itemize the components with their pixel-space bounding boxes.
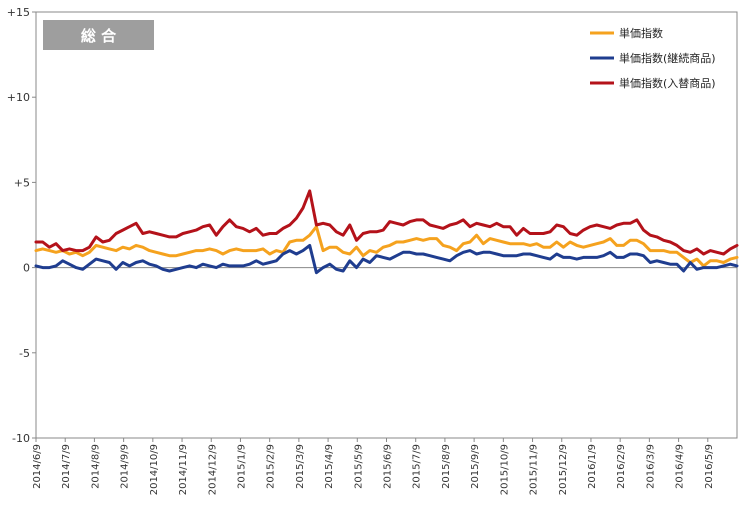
- x-tick-label: 2015/4/9: [324, 444, 335, 489]
- y-tick-label: -10: [12, 432, 30, 445]
- x-tick-label: 2015/11/9: [529, 444, 540, 495]
- x-tick-label: 2014/12/9: [207, 444, 218, 495]
- x-tick-label: 2016/2/9: [616, 444, 627, 489]
- legend-label-2: 単価指数(継続商品): [619, 51, 716, 65]
- series-line-3: [34, 189, 739, 256]
- x-tick-label: 2015/5/9: [353, 444, 364, 489]
- y-tick-label: +10: [7, 91, 30, 104]
- x-tick-label: 2016/3/9: [645, 444, 656, 489]
- series-line-2: [34, 243, 739, 275]
- x-tick-label: 2015/12/9: [558, 444, 569, 495]
- title-text: 総 合: [81, 27, 117, 45]
- x-tick-label: 2016/5/9: [704, 444, 715, 489]
- x-tick-label: 2015/1/9: [236, 444, 247, 489]
- chart-title: 総 合: [43, 20, 154, 50]
- x-tick-label: 2015/6/9: [383, 444, 394, 489]
- legend-label-1: 単価指数: [619, 26, 663, 40]
- series-line-1: [34, 225, 739, 268]
- y-tick-label: -5: [19, 347, 30, 360]
- x-tick-label: 2014/11/9: [178, 444, 189, 495]
- x-tick-label: 2016/4/9: [675, 444, 686, 489]
- y-tick-label: 0: [23, 262, 30, 275]
- x-tick-label: 2015/10/9: [499, 444, 510, 495]
- x-tick-label: 2014/8/9: [90, 444, 101, 489]
- legend-label-3: 単価指数(入替商品): [619, 76, 716, 90]
- y-tick-label: +5: [14, 176, 30, 189]
- x-tick-label: 2014/6/9: [32, 444, 43, 489]
- series-lines: [34, 189, 739, 275]
- x-tick-label: 2016/1/9: [587, 444, 598, 489]
- x-tick-label: 2015/3/9: [295, 444, 306, 489]
- x-tick-label: 2015/7/9: [412, 444, 423, 489]
- x-tick-label: 2014/7/9: [61, 444, 72, 489]
- x-tick-label: 2015/2/9: [266, 444, 277, 489]
- x-tick-label: 2015/8/9: [441, 444, 452, 489]
- x-tick-label: 2015/9/9: [470, 444, 481, 489]
- y-tick-label: +15: [7, 6, 30, 19]
- x-tick-label: 2014/10/9: [149, 444, 160, 495]
- title-box: [43, 20, 154, 50]
- x-tick-label: 2014/9/9: [120, 444, 131, 489]
